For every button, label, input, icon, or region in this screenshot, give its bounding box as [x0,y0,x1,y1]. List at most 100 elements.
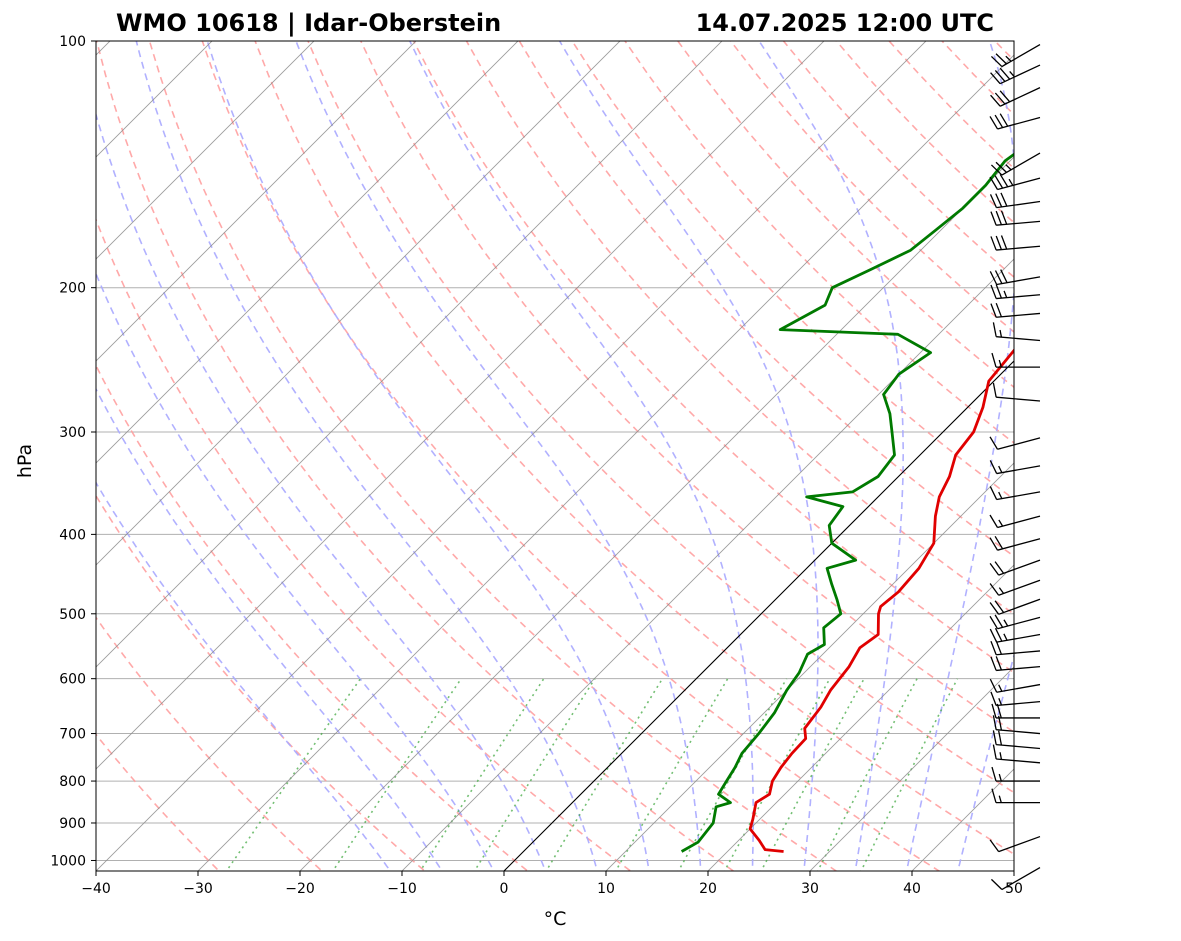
moist-adiabat [956,652,1014,871]
wind-barb-staff [996,245,1041,251]
wind-barb-full [990,878,1003,890]
dry-adiabat [359,41,1014,733]
wind-barb-full [994,92,1006,105]
wind-barb [991,703,1040,719]
wind-barb [989,460,1041,475]
isotherm [96,41,825,770]
wind-barb-full [992,744,997,760]
wind-barb [991,352,1040,368]
wind-barb-full [999,113,1009,127]
x-tick-label: −40 [81,881,111,897]
wind-barb-half [998,359,1002,368]
dewpoint-profile [680,152,1014,853]
mixing-ratio-line [473,678,596,871]
wind-barb-full [992,715,997,730]
dry-adiabat [307,41,1014,794]
wind-barb-staff [997,515,1041,529]
wind-barb-staff [996,683,1041,693]
y-tick-label: 700 [59,727,86,743]
plot-frame [95,40,1015,872]
mixing-ratio-line [419,678,545,871]
wind-barb-staff [1001,152,1041,176]
mixing-ratio-line [816,678,918,871]
wind-barb-full [995,284,1003,299]
wind-barb-full [994,535,1004,550]
wind-barb-half [998,773,1002,782]
mixing-ratio-line [723,678,831,871]
x-tick-label: 30 [801,881,819,897]
wind-barb-half [1003,633,1008,641]
wind-barb [991,788,1040,804]
isotherm [96,41,315,260]
wind-barb [990,640,1041,656]
wind-barb-full [995,193,1003,208]
wind-barb-staff [996,220,1041,226]
wind-barb-full [1000,192,1008,207]
mixing-ratio-line [331,678,462,871]
wind-barb-staff [998,835,1041,853]
x-tick-label: 50 [1005,881,1023,897]
wind-barb-staff [996,396,1041,402]
wind-barb [989,113,1041,130]
wind-barb-staff [996,200,1041,209]
profile-series [680,152,1014,853]
y-tick-label: 400 [59,527,86,543]
moist-adiabat [96,271,495,871]
moist-adiabat [558,41,819,871]
isotherm [197,54,1014,871]
wind-barb-full [989,678,998,693]
y-axis-label: hPa [14,444,36,478]
y-tick-label: 300 [59,425,86,441]
x-tick-label: −10 [387,881,417,897]
wind-barb [990,235,1041,251]
dry-adiabat [624,41,1014,445]
wind-barb-full [989,436,999,450]
isotherm [96,41,621,566]
wind-barb-full [990,640,997,656]
wind-barb-full [995,210,1003,225]
wind-barb-full [989,116,999,130]
temperature-profile [748,348,1014,853]
wind-barb [990,87,1041,107]
mixing-ratio-line [860,678,959,871]
x-tick-label: 20 [699,881,717,897]
wind-barb-half [1003,619,1009,627]
wind-barb-full [995,53,1007,65]
wind-barb [989,535,1041,551]
wind-barb-full [990,656,997,671]
wind-barb-half [999,329,1003,338]
wind-barb [992,382,1041,402]
wind-barb-full [995,235,1003,250]
dry-adiabat [201,41,941,871]
moist-adiabat [96,111,547,871]
wind-barb-half [999,752,1003,760]
wind-barb-full [989,839,1000,852]
dry-adiabat [96,41,735,871]
wind-barb [992,322,1041,342]
wind-barb [990,210,1041,226]
wind-barb-staff [996,294,1041,300]
y-axis-ticks: 1000 900 800 700 600 500 400 300 200 100 [50,34,96,869]
y-tick-label: 900 [59,816,86,832]
pressure-gridlines [96,41,1014,861]
wind-barb-full [994,175,1004,189]
wind-barb [989,486,1041,501]
wind-barb [989,627,1041,643]
wind-barb [990,43,1041,68]
wind-barbs [989,43,1041,891]
wind-barb-full [995,302,1003,318]
isotherm [809,666,1014,871]
mixing-ratio-line [677,678,788,871]
x-tick-label: −20 [285,881,315,897]
wind-barb-staff [996,758,1041,764]
wind-barb [989,514,1041,529]
wind-barb-full [989,460,998,474]
wind-barb-full [992,382,997,398]
wind-barb-half [998,795,1002,803]
wind-barb-staff [999,87,1041,107]
wind-barb-half [998,587,1005,594]
wind-barb-staff [997,616,1041,630]
wind-barb-half [1009,71,1015,78]
wind-barb-full [990,55,1003,68]
